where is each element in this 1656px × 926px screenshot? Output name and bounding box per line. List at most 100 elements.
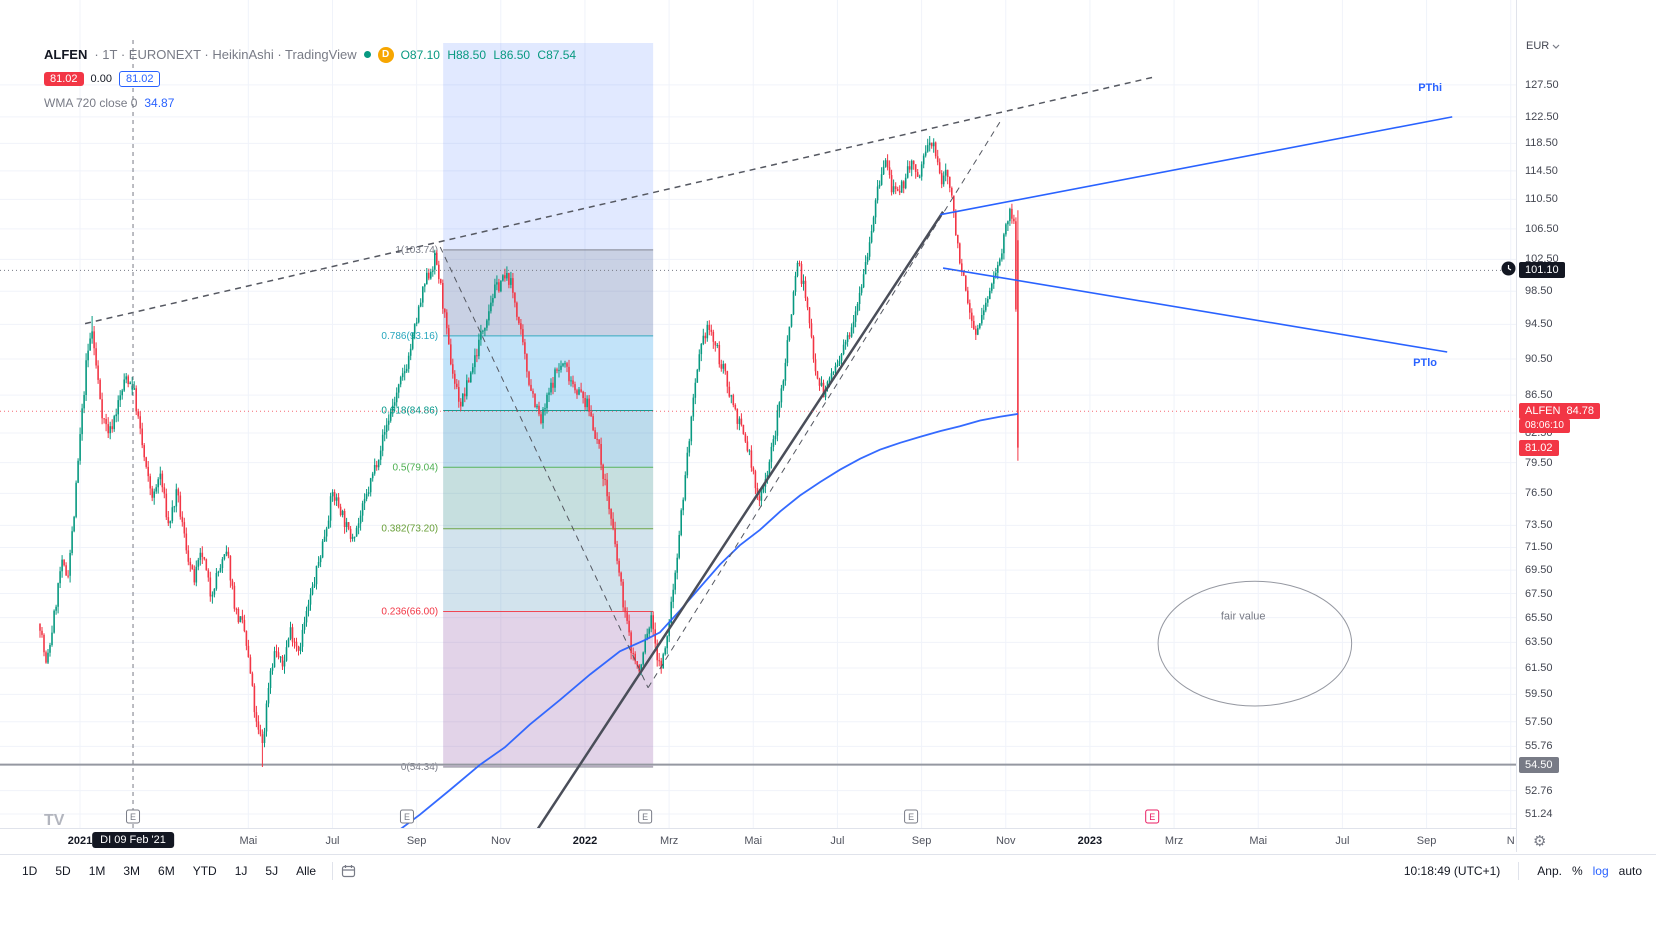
earnings-marker[interactable]: E [126,809,141,824]
svg-text:E: E [1149,812,1155,822]
price-tick: 67.50 [1525,587,1553,600]
svg-text:E: E [130,812,136,822]
time-axis-label: Sep [911,835,932,847]
forecast-label-pthi: PThi [1418,82,1442,94]
interval-badge: D [377,46,394,63]
price-tick: 71.50 [1525,541,1553,554]
time-axis-label: Nov [491,835,511,847]
time-axis-label: Jul [1335,835,1350,847]
auto-scale-button[interactable]: auto [1618,863,1642,878]
price-tick: 69.50 [1525,564,1553,577]
price-tick: 94.50 [1525,318,1553,331]
svg-text:E: E [642,812,648,822]
range-button-alle[interactable]: Alle [296,863,317,878]
price-tick: 59.50 [1525,688,1553,701]
earnings-marker[interactable]: E [904,809,919,824]
bid-price-label: 81.02 [1519,439,1559,456]
price-tick: 122.50 [1525,110,1559,123]
trendline-recovery-trend[interactable] [647,121,1001,689]
time-axis-label: Mai [744,835,763,847]
earnings-marker[interactable]: E [1145,809,1160,824]
price-tick: 110.50 [1525,193,1558,206]
crosshair-date-tooltip: DI 09 Feb '21 [92,832,174,848]
currency-code: EUR [1526,40,1550,52]
indicator-legend-row[interactable]: WMA 720 close 0 34.87 [44,94,580,111]
range-button-5j[interactable]: 5J [265,863,279,878]
price-tick: 51.24 [1525,807,1553,820]
bid-ask-row: 81.02 0.00 81.02 [44,70,580,87]
range-button-3m[interactable]: 3M [123,863,141,878]
currency-selector[interactable]: EUR [1526,40,1560,52]
open-value: O87.10 [400,47,440,62]
forecast-label-ptlo: PTlo [1413,357,1437,369]
svg-text:E: E [404,812,410,822]
price-scale[interactable]: EUR 127.50 122.50 118.50 114.50 110.50 106.50… [1501,0,1656,852]
realtime-status-icon [363,51,371,58]
time-axis-label: Sep [1416,835,1437,847]
trendline-corrective-decline[interactable] [439,246,649,688]
trendline-rising-resistance[interactable] [84,76,1156,325]
symbol-legend-row[interactable]: ALFEN · 1T · EURONEXT · HeikinAshi · Tra… [44,46,580,63]
range-button-1m[interactable]: 1M [88,863,106,878]
earnings-marker[interactable]: E [638,809,653,824]
high-value: H88.50 [447,47,487,62]
go-to-date-icon[interactable] [341,864,357,878]
clock[interactable]: 10:18:49 (UTC+1) [1403,863,1501,878]
range-button-6m[interactable]: 6M [158,863,175,878]
symbol-title: ALFEN [44,47,88,62]
forecast-line-pthi[interactable] [939,116,1453,216]
low-value: L86.50 [493,47,531,62]
chart-pane[interactable]: 1(103.74) 0.786(93.16) 0.618(84.86) 0.5(79.… [0,0,1516,828]
range-button-5d[interactable]: 5D [55,863,71,878]
fibonacci-retracement[interactable]: 1(103.74) 0.786(93.16) 0.618(84.86) 0.5(79.… [381,245,654,773]
earnings-marker[interactable]: E [399,809,414,824]
time-axis-label: Mrz [659,835,679,847]
time-axis-label: Mrz [1164,835,1184,847]
toolbar-right-group: 10:18:49 (UTC+1) Anp. % log auto [1403,861,1642,880]
trendline-major-support[interactable] [497,211,945,828]
adjust-button[interactable]: Anp. [1537,863,1562,878]
price-chart-canvas[interactable]: 1(103.74) 0.786(93.16) 0.618(84.86) 0.5(79.… [0,0,1516,828]
time-axis-label: 2022 [572,835,598,847]
range-button-1d[interactable]: 1D [22,863,38,878]
price-tick: 86.50 [1525,389,1553,402]
fib-level-label: 0(54.34) [401,762,438,773]
range-button-ytd[interactable]: YTD [192,863,217,878]
ask-price-box: 81.02 [118,70,161,87]
price-tick: 57.50 [1525,715,1553,728]
fair-value-ellipse[interactable] [1157,580,1353,707]
indicator-name: WMA 720 close 0 [44,95,138,110]
horizontal-line-price-label: 54.50 [1519,756,1559,773]
fib-level-label: 0.236(66.00) [381,607,438,618]
percent-scale-button[interactable]: % [1571,863,1583,878]
date-range-highlight[interactable] [443,43,654,767]
price-tick: 76.50 [1525,487,1553,500]
price-tick: 52.76 [1525,784,1553,797]
time-axis-label: 2021 [67,835,93,847]
gridlines [0,0,1516,828]
bar-countdown-label: 08:06:10 [1519,419,1570,434]
price-tick: 114.50 [1525,164,1558,177]
forecast-line-ptlo[interactable] [942,267,1448,353]
last-price-value: 84.78 [1566,405,1594,418]
wma-720-line[interactable] [366,413,1019,828]
axis-settings-gear-icon[interactable]: ⚙ [1533,833,1547,850]
tradingview-logo[interactable]: TV [44,812,65,828]
price-tick: 127.50 [1525,78,1559,91]
price-tick: 73.50 [1525,519,1553,532]
crosshair-price-value: 101.10 [1525,264,1559,277]
price-tick: 98.50 [1525,285,1553,298]
price-tick: 55.76 [1525,740,1553,753]
log-scale-button[interactable]: log [1592,863,1609,878]
chevron-down-icon [1552,44,1560,49]
time-axis-label: 2023 [1077,835,1103,847]
time-axis-label: Jul [830,835,845,847]
fib-level-label: 0.5(79.04) [393,462,439,473]
price-tick: 90.50 [1525,353,1553,366]
time-axis[interactable]: 2021 Mai Jul Sep Nov 2022 Mrz Mai Jul Sep Nov 2023 M… [0,828,1516,855]
countdown-clock-icon[interactable] [1501,261,1516,276]
range-button-1j[interactable]: 1J [234,863,248,878]
spread-value: 0.00 [90,72,112,85]
time-axis-label: N [1506,835,1515,847]
indicator-value: 34.87 [144,95,175,110]
